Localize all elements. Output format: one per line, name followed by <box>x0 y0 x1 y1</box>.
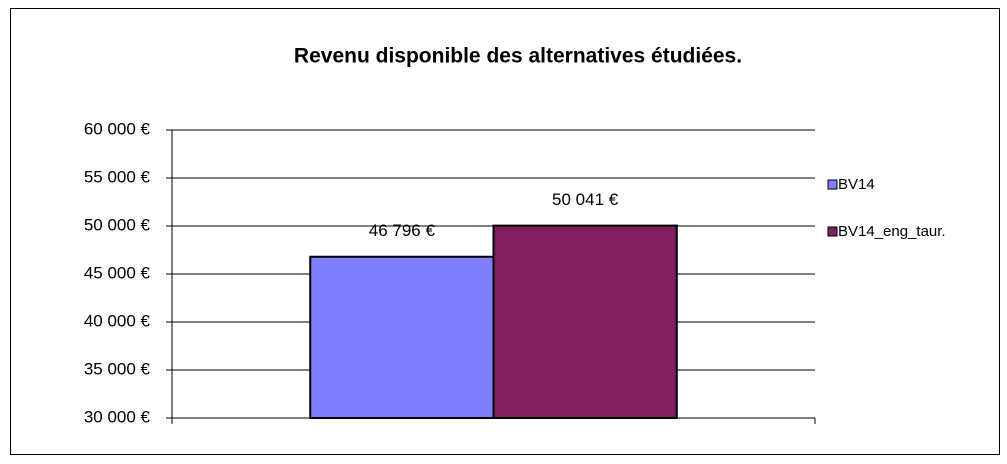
y-tick-label: 45 000 € <box>84 263 151 282</box>
legend-swatch <box>827 226 838 237</box>
y-tick-label: 60 000 € <box>84 119 151 138</box>
bar <box>309 255 495 419</box>
bar <box>492 224 678 419</box>
y-tick-label: 40 000 € <box>84 311 151 330</box>
data-label: 50 041 € <box>552 190 619 209</box>
legend-label: BV14_eng_taur. <box>838 223 946 240</box>
y-tick-label: 35 000 € <box>84 359 151 378</box>
y-tick-label: 30 000 € <box>84 407 151 426</box>
chart-title: Revenu disponible des alternatives étudi… <box>294 45 742 68</box>
y-tick-label: 55 000 € <box>84 167 151 186</box>
data-label: 46 796 € <box>369 221 436 240</box>
y-tick-label: 50 000 € <box>84 215 151 234</box>
legend-label: BV14 <box>838 176 875 193</box>
legend-swatch <box>827 179 838 190</box>
